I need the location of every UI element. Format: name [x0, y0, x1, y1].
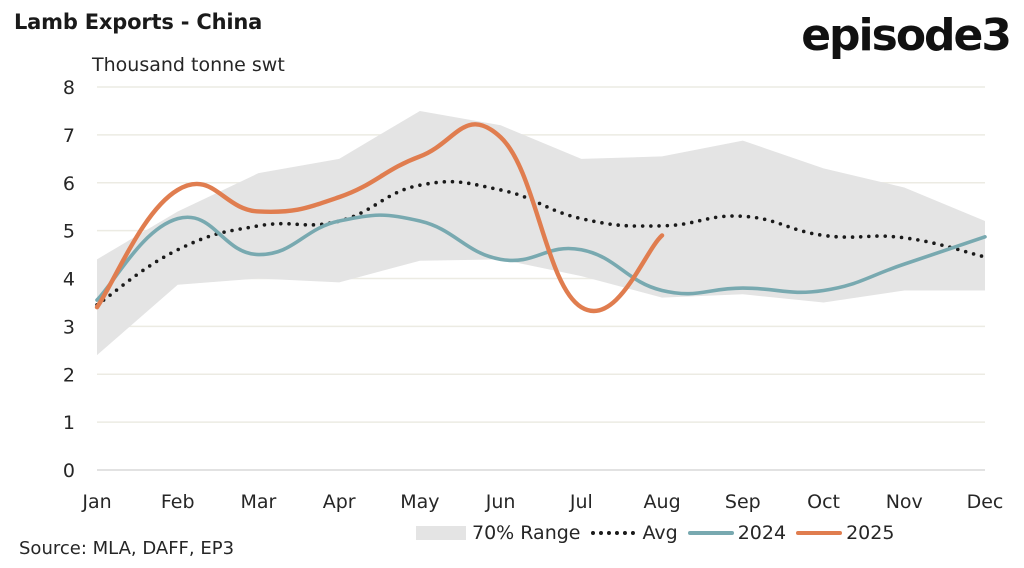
legend-item-2024: 2024	[687, 522, 787, 544]
legend-label-range: 70% Range	[472, 522, 581, 544]
series-line-2025	[94, 122, 665, 313]
x-tick-jan: Jan	[81, 491, 111, 513]
x-tick-apr: Apr	[323, 491, 356, 513]
y-axis-label: Thousand tonne swt	[92, 54, 285, 76]
y-tick-5: 5	[63, 221, 75, 243]
y-tick-0: 0	[63, 460, 75, 482]
x-tick-jun: Jun	[485, 491, 516, 513]
chart-title: Lamb Exports - China	[14, 10, 263, 34]
legend-item-2025: 2025	[796, 522, 894, 544]
range-swatch	[416, 526, 466, 540]
x-tick-may: May	[400, 491, 439, 513]
y-tick-3: 3	[63, 316, 75, 338]
legend-label-2024: 2024	[737, 522, 787, 544]
series-lines	[94, 122, 987, 313]
y-tick-2: 2	[63, 364, 75, 386]
source-note: Source: MLA, DAFF, EP3	[19, 538, 235, 559]
episode3-logo: episode3	[801, 10, 1012, 61]
x-tick-aug: Aug	[644, 491, 681, 513]
series-2025-swatch	[796, 531, 843, 535]
series-line-avg	[95, 179, 987, 307]
x-tick-dec: Dec	[967, 491, 1004, 513]
y-tick-1: 1	[63, 412, 75, 434]
legend-label-avg: Avg	[642, 522, 678, 544]
series-line-2024	[95, 213, 987, 302]
y-tick-4: 4	[63, 269, 75, 291]
legend-label-2025: 2025	[846, 522, 895, 544]
x-tick-jul: Jul	[569, 491, 593, 513]
y-tick-6: 6	[63, 173, 75, 195]
x-tick-oct: Oct	[807, 491, 840, 513]
y-tick-7: 7	[63, 125, 75, 147]
x-tick-mar: Mar	[241, 491, 277, 513]
legend-item-avg: Avg	[590, 522, 678, 544]
x-tick-labels: Jan Feb Mar Apr May Jun Jul Aug Sep Oct Nov Dec	[81, 491, 1003, 513]
x-tick-sep: Sep	[725, 491, 761, 513]
avg-swatch	[590, 531, 635, 535]
x-tick-nov: Nov	[886, 491, 923, 513]
y-tick-8: 8	[63, 77, 75, 99]
y-tick-labels: 0 1 2 3 4 5 6 7 8	[63, 77, 75, 482]
x-tick-feb: Feb	[161, 491, 195, 513]
legend-item-range: 70% Range	[416, 522, 581, 544]
legend: 70% Range Avg 2024 2025	[416, 522, 904, 544]
series-2024-swatch	[687, 531, 734, 535]
